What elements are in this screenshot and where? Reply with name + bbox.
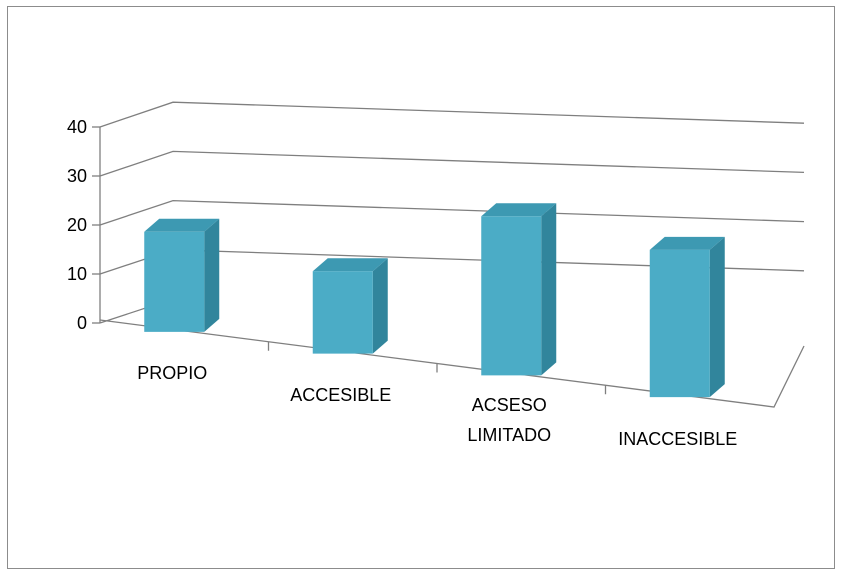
labels: 0 10 20 30 40 PROPIO ACCESIBLE ACSESO LIMITADO IN… [67,117,737,449]
bar-top [312,258,388,272]
bar-front [144,231,205,332]
y-tick-label-10: 10 [67,264,87,284]
bar-acseso-limitado [481,203,557,376]
bar-propio [144,218,220,332]
bar-top [481,203,557,217]
bar-side [709,236,725,398]
y-tick-label-20: 20 [67,215,87,235]
gridline-20 [99,199,805,226]
gridline-40 [99,101,805,128]
bar-side [204,218,220,332]
bar-front [649,249,710,398]
bar-accesible [312,258,388,354]
x-tick-label-inaccesible: INACCESIBLE [618,429,737,449]
gridline-30 [99,150,805,177]
bars [144,203,725,398]
bar-front [481,216,542,376]
bar-top [144,218,220,232]
x-tick-label-propio: PROPIO [137,363,207,383]
bar-inaccesible [649,236,725,398]
bar-chart: 0 10 20 30 40 PROPIO ACCESIBLE ACSESO LIMITADO IN… [67,101,805,449]
y-tick-label-40: 40 [67,117,87,137]
y-tick-label-0: 0 [77,313,87,333]
x-tick-label-acseso-limitado: ACSESO LIMITADO [467,395,551,445]
x-tick-label-accesible: ACCESIBLE [290,385,391,405]
bar-side [372,258,388,354]
y-tick-label-30: 30 [67,166,87,186]
bar-front [312,271,373,354]
bar-top [649,236,725,250]
chart-area: 0 10 20 30 40 PROPIO ACCESIBLE ACSESO LIMITADO IN… [7,6,835,569]
bar-side [541,203,557,376]
